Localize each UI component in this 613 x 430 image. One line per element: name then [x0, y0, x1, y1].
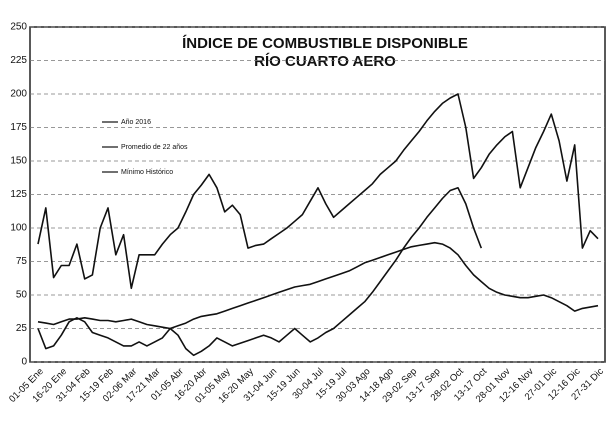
series-line [37, 187, 483, 357]
y-tick-label: 250 [10, 22, 27, 33]
y-tick-label: 25 [16, 323, 28, 334]
y-tick-label: 50 [16, 290, 28, 301]
y-tick-label: 150 [10, 156, 27, 167]
series-line [37, 241, 599, 330]
chart-subtitle: RÍO CUARTO AERO [254, 53, 396, 70]
y-tick-label: 0 [21, 357, 27, 368]
y-tick-label: 75 [16, 256, 28, 267]
chart-title: ÍNDICE DE COMBUSTIBLE DISPONIBLE [182, 35, 468, 52]
y-tick-label: 125 [10, 189, 27, 200]
y-tick-label: 200 [10, 89, 27, 100]
legend-label: Promedio de 22 años [121, 144, 188, 151]
y-tick-label: 225 [10, 55, 27, 66]
legend-label: Año 2016 [121, 119, 151, 126]
y-tick-label: 100 [10, 223, 27, 234]
series-line [37, 93, 599, 290]
y-tick-label: 175 [10, 122, 27, 133]
legend-label: Mínimo Histórico [121, 169, 173, 176]
